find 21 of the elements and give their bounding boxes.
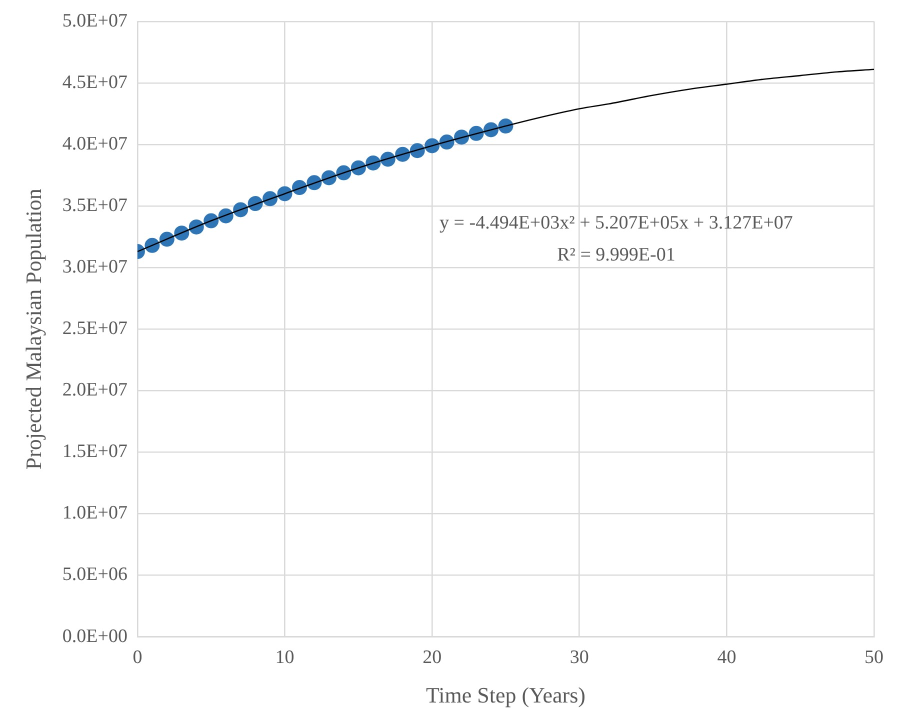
y-tick-label: 1.5E+07 xyxy=(62,441,128,462)
annotation: y = -4.494E+03x² + 5.207E+05x + 3.127E+07 xyxy=(440,212,793,234)
y-tick-label: 4.5E+07 xyxy=(62,72,128,93)
x-tick-label: 20 xyxy=(422,647,442,668)
y-tick-label: 5.0E+07 xyxy=(62,10,128,32)
y-tick-label: 2.5E+07 xyxy=(62,318,128,340)
annotation: R² = 9.999E-01 xyxy=(557,244,676,266)
x-tick-label: 10 xyxy=(275,647,294,668)
y-tick-label: 0.0E+00 xyxy=(62,626,128,647)
x-tick-label: 0 xyxy=(132,647,142,668)
y-tick-label: 3.0E+07 xyxy=(62,256,128,278)
y-tick-label: 2.0E+07 xyxy=(62,380,128,401)
x-axis-title: Time Step (Years) xyxy=(426,682,586,708)
x-tick-label: 40 xyxy=(717,647,736,668)
x-tick-label: 50 xyxy=(864,647,884,668)
y-tick-label: 5.0E+06 xyxy=(62,564,128,586)
y-tick-label: 4.0E+07 xyxy=(62,133,128,154)
x-tick-label: 30 xyxy=(570,647,589,668)
y-tick-label: 3.5E+07 xyxy=(62,195,128,216)
y-axis-title: Projected Malaysian Population xyxy=(20,188,46,470)
y-tick-label: 1.0E+07 xyxy=(62,502,128,524)
